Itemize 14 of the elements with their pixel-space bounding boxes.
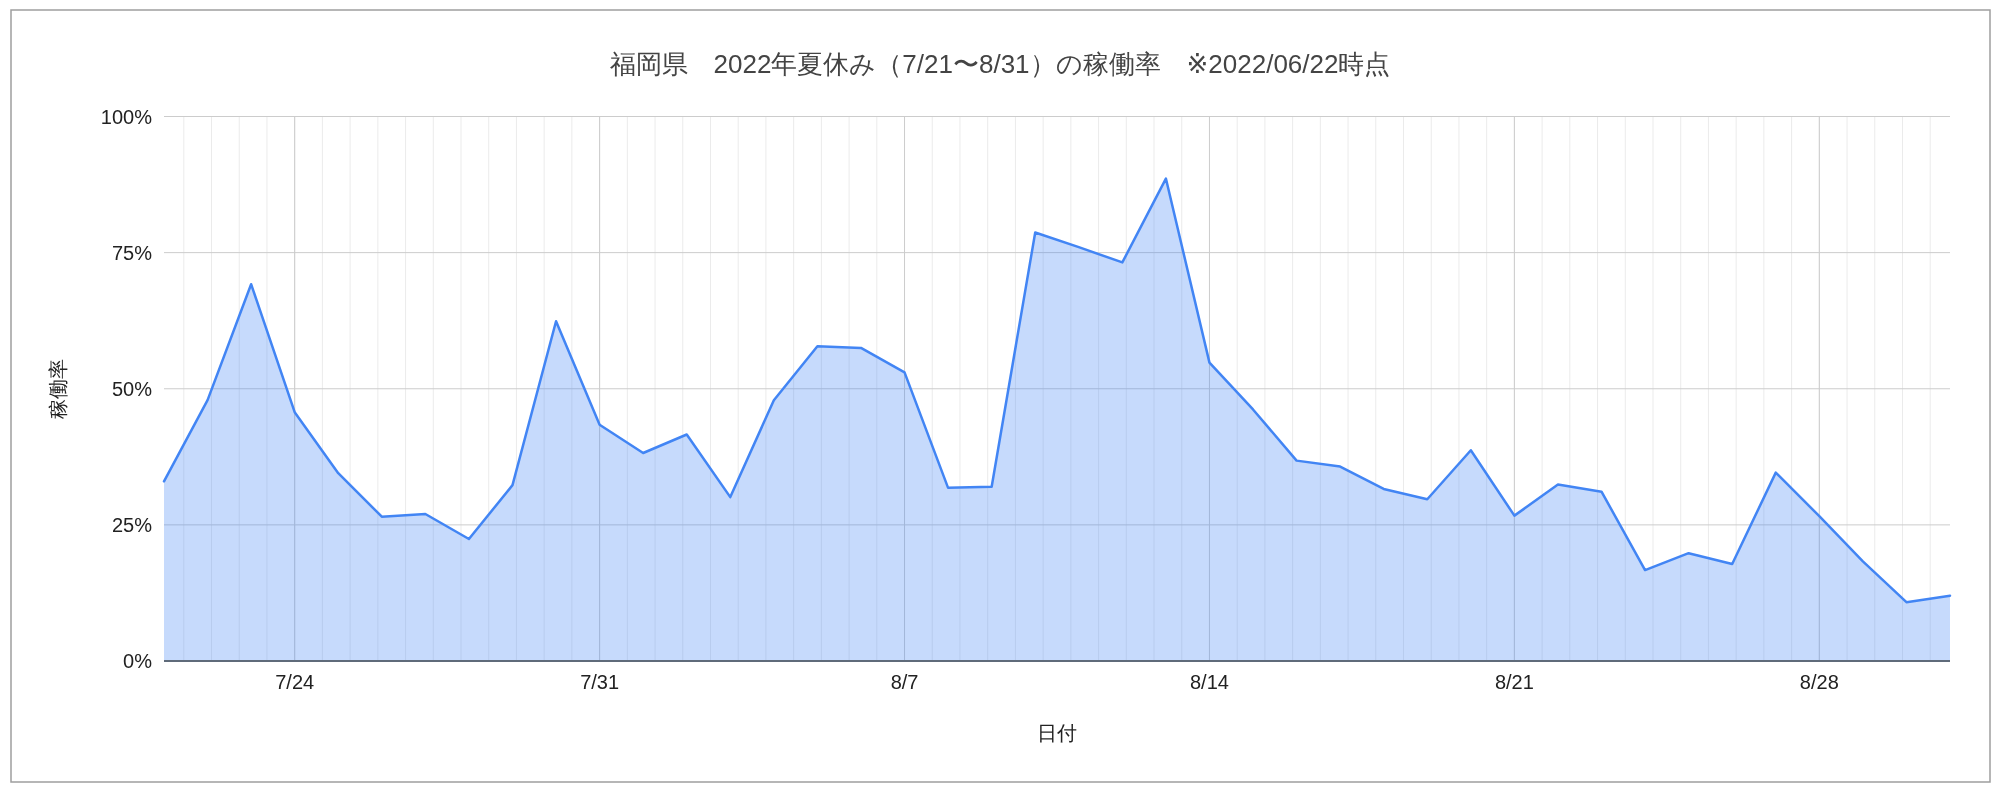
x-tick-label: 8/28	[1799, 671, 1839, 693]
x-tick-label: 7/24	[275, 671, 315, 693]
title: 福岡県 2022年夏休み（7/21〜8/31）の稼働率 ※2022/06/22時点	[609, 49, 1391, 79]
x-axis-title: 日付	[1037, 722, 1077, 744]
y-axis-title: 稼働率	[47, 358, 69, 419]
x-tick-label: 8/21	[1494, 671, 1534, 693]
x-tick-label: 8/14	[1190, 671, 1229, 693]
y-tick-label: 25%	[111, 513, 152, 536]
y-tick-label: 0%	[123, 650, 152, 672]
x-tick-label: 8/7	[890, 671, 919, 693]
x-tick-label: 7/31	[580, 671, 620, 693]
y-tick-label: 75%	[111, 241, 152, 264]
y-tick-label: 50%	[111, 377, 152, 400]
y-tick-label: 100%	[100, 105, 152, 128]
